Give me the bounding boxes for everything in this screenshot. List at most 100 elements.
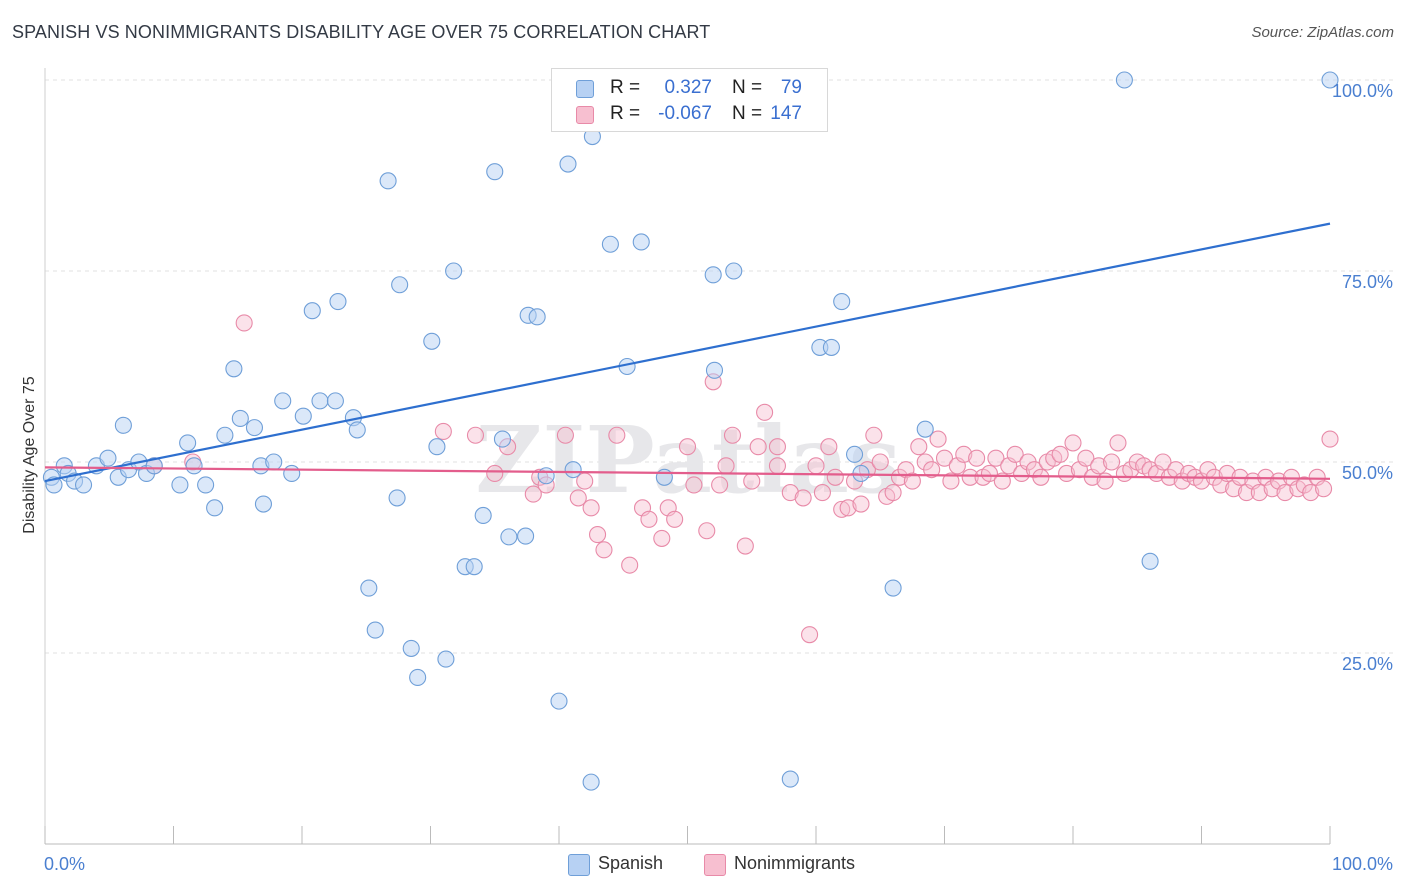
y-tick-label-100: 100.0% xyxy=(1332,81,1393,101)
spanish-point-73 xyxy=(822,338,840,356)
spanish-point-38 xyxy=(388,489,406,507)
nonimmigrants-point-10 xyxy=(556,426,574,444)
nonimmigrants-point-119 xyxy=(1321,430,1339,448)
nonimmigrants-point-30 xyxy=(736,537,754,555)
spanish-point-63 xyxy=(632,233,650,251)
stats-row-spanish: R = 0.327 N = 79 xyxy=(552,75,827,101)
spanish-point-77 xyxy=(884,579,902,597)
nonimmigrants-point-57 xyxy=(923,461,941,479)
nonimmigrants-point-13 xyxy=(582,499,600,517)
spanish-point-57 xyxy=(559,155,577,173)
nonimmigrants-point-2 xyxy=(235,314,253,332)
spanish-point-58 xyxy=(564,461,582,479)
nonimmigrants-point-79 xyxy=(1064,434,1082,452)
nonimmigrants-point-58 xyxy=(929,430,947,448)
spanish-point-36 xyxy=(366,621,384,639)
trend-lines xyxy=(44,222,1331,483)
spanish-point-43 xyxy=(428,438,446,456)
nonimmigrants-point-63 xyxy=(961,468,979,486)
spanish-point-47 xyxy=(465,558,483,576)
nonimmigrants-point-81 xyxy=(1077,449,1095,467)
nonimmigrants-point-86 xyxy=(1109,434,1127,452)
nonimmigrants-point-70 xyxy=(1006,445,1024,463)
x-tick-label-max: 100.0% xyxy=(1332,854,1393,874)
nonimmigrants-point-27 xyxy=(711,476,729,494)
source-label: Source: ZipAtlas.com xyxy=(1251,24,1394,41)
nonimmigrants-point-24 xyxy=(685,476,703,494)
tick-labels: 25.0% 50.0% 75.0% 100.0% 0.0% 100.0% xyxy=(44,81,1393,874)
spanish-point-55 xyxy=(537,467,555,485)
nonimmigrants-point-36 xyxy=(781,484,799,502)
spanish-point-21 xyxy=(231,409,249,428)
spanish-point-20 xyxy=(225,360,243,378)
spanish-point-48 xyxy=(474,506,492,525)
nonimmigrants-point-64 xyxy=(968,449,986,467)
chart-title: SPANISH VS NONIMMIGRANTS DISABILITY AGE … xyxy=(12,22,711,42)
spanish-point-14 xyxy=(171,476,189,494)
spanish-swatch xyxy=(576,80,594,98)
nonimmigrants-point-3 xyxy=(434,422,452,440)
nonimmigrants-point-60 xyxy=(942,472,960,490)
spanish-point-79 xyxy=(1115,71,1133,89)
spanish-point-40 xyxy=(402,639,420,657)
nonimmigrants-points xyxy=(145,314,1339,644)
legend-swatch-nonimmigrants xyxy=(704,854,726,876)
nonimmigrants-point-39 xyxy=(807,457,825,475)
spanish-point-76 xyxy=(852,464,870,483)
spanish-point-35 xyxy=(360,579,378,597)
nonimmigrants-point-62 xyxy=(955,445,973,463)
y-tick-label-75: 75.0% xyxy=(1342,272,1393,292)
spanish-point-17 xyxy=(197,476,215,494)
spanish-point-31 xyxy=(326,392,344,410)
nonimmigrants-point-85 xyxy=(1103,453,1121,471)
spanish-point-15 xyxy=(179,434,197,452)
spanish-point-56 xyxy=(550,692,568,710)
spanish-point-49 xyxy=(486,163,504,181)
nonimmigrants-point-84 xyxy=(1096,472,1114,490)
nonimmigrants-point-44 xyxy=(839,499,857,517)
spanish-n-label: N = xyxy=(732,77,763,98)
nonimmigrants-point-25 xyxy=(698,522,716,540)
nonimmigrants-trend-line xyxy=(44,466,1331,480)
spanish-point-19 xyxy=(216,426,234,444)
nonimmigrants-point-23 xyxy=(678,438,697,456)
axes xyxy=(44,68,1331,845)
nonimmigrants-point-15 xyxy=(595,541,613,559)
spanish-point-13 xyxy=(145,457,163,475)
nonimmigrants-point-28 xyxy=(717,457,735,475)
spanish-point-67 xyxy=(705,361,724,379)
y-tick-label-50: 50.0% xyxy=(1342,463,1393,483)
spanish-point-29 xyxy=(303,302,321,320)
nonimmigrants-point-66 xyxy=(980,464,999,483)
x-tick-label-min: 0.0% xyxy=(44,854,85,874)
spanish-point-50 xyxy=(493,430,512,448)
nonimmigrants-point-55 xyxy=(910,438,928,456)
y-axis-label: Disability Age Over 75 xyxy=(21,376,38,534)
spanish-point-22 xyxy=(245,419,264,437)
y-tick-label-25: 25.0% xyxy=(1342,654,1393,674)
spanish-n-value: 79 xyxy=(780,77,802,98)
spanish-point-75 xyxy=(845,445,864,463)
nonimmigrants-point-32 xyxy=(749,438,767,456)
nonimmigrants-n-value: 147 xyxy=(770,103,802,124)
nonimmigrants-point-49 xyxy=(871,453,889,471)
nonimmigrants-point-93 xyxy=(1154,453,1172,471)
nonimmigrants-point-42 xyxy=(826,468,844,486)
nonimmigrants-point-108 xyxy=(1250,484,1268,502)
nonimmigrants-point-29 xyxy=(723,426,742,444)
nonimmigrants-point-43 xyxy=(833,500,851,518)
spanish-point-45 xyxy=(445,262,463,280)
spanish-r-label: R = xyxy=(610,77,641,98)
spanish-point-52 xyxy=(517,527,535,545)
nonimmigrants-point-38 xyxy=(801,626,819,644)
nonimmigrants-point-83 xyxy=(1090,457,1108,475)
spanish-point-30 xyxy=(311,392,329,410)
nonimmigrants-point-59 xyxy=(935,449,954,467)
nonimmigrants-point-67 xyxy=(987,449,1005,467)
nonimmigrants-point-112 xyxy=(1276,484,1294,502)
nonimmigrants-point-46 xyxy=(852,495,870,513)
spanish-point-66 xyxy=(704,266,722,284)
nonimmigrants-n-label: N = xyxy=(732,103,763,124)
nonimmigrants-r-value: -0.067 xyxy=(658,103,712,124)
